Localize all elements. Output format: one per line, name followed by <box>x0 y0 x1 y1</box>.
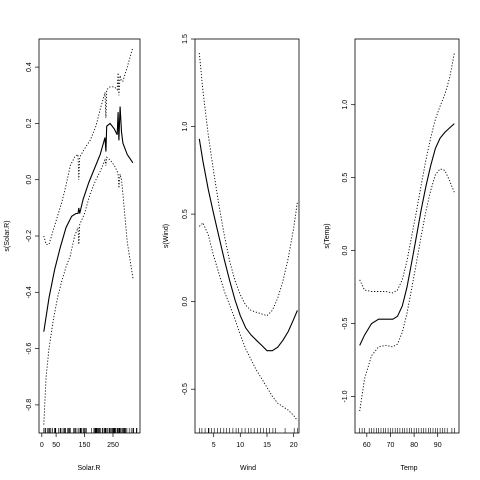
y-tick-label: -0.5 <box>342 317 349 329</box>
series-layer <box>43 47 134 425</box>
y-tick-label: 0.0 <box>342 246 349 256</box>
y-tick-label: -0.6 <box>26 342 33 354</box>
y-tick-label: 1.0 <box>182 122 189 132</box>
y-tick-label: -0.2 <box>26 230 33 242</box>
confidence-band-line <box>43 156 134 425</box>
y-tick-layer: -0.5 0.0 0.5 1.0 1.5 <box>182 34 195 395</box>
panel-solar-r: 0 50 150 250 -0.8 -0.6 -0.4 -0.2 0.0 0.2 0.4 Sola… <box>4 38 141 472</box>
y-tick-layer: -1.0 -0.5 0.0 0.5 1.0 <box>342 100 355 403</box>
panel-wind: 5 10 15 20 -0.5 0.0 0.5 1.0 1.5 Wind s(Wind) <box>163 34 300 472</box>
plot-frame <box>38 38 141 434</box>
x-tick-layer: 60 70 80 90 <box>363 433 442 449</box>
x-tick-label: 70 <box>387 442 395 449</box>
x-tick-label: 5 <box>212 442 216 449</box>
y-axis-label: s(Solar.R) <box>4 220 11 251</box>
smooth-fit-line <box>43 106 134 332</box>
x-tick-label: 60 <box>363 442 371 449</box>
x-tick-label: 15 <box>263 442 271 449</box>
x-tick-label: 250 <box>107 442 119 449</box>
smooth-fit-line <box>198 138 298 352</box>
y-tick-label: 1.5 <box>182 34 189 44</box>
y-tick-label: 0.0 <box>182 297 189 307</box>
x-axis-label: Temp <box>400 465 417 472</box>
y-tick-label: 0.0 <box>26 175 33 185</box>
x-tick-label: 90 <box>434 442 442 449</box>
confidence-band-line <box>359 168 455 412</box>
x-tick-layer: 5 10 15 20 <box>212 433 298 449</box>
gridline-layer <box>43 428 138 433</box>
y-tick-label: 0.5 <box>182 209 189 219</box>
y-tick-label: -0.8 <box>26 399 33 411</box>
y-tick-layer: -0.8 -0.6 -0.4 -0.2 0.0 0.2 0.4 <box>26 62 39 411</box>
confidence-band-line <box>198 52 298 317</box>
y-axis-label: s(Temp) <box>324 223 331 248</box>
x-tick-label: 0 <box>40 442 44 449</box>
confidence-band-line <box>359 53 455 294</box>
y-tick-label: 0.2 <box>26 118 33 128</box>
plot-frame <box>194 38 300 434</box>
smooth-fit-line <box>359 123 455 346</box>
confidence-band-line <box>43 47 134 245</box>
y-axis-label: s(Wind) <box>163 224 170 248</box>
gridline-layer <box>199 428 298 433</box>
series-layer <box>359 53 455 412</box>
x-axis-label: Solar.R <box>78 465 101 472</box>
x-tick-label: 50 <box>52 442 60 449</box>
y-tick-label: -0.4 <box>26 286 33 298</box>
y-tick-label: 0.4 <box>26 62 33 72</box>
y-tick-label: 0.5 <box>342 173 349 183</box>
x-tick-label: 20 <box>290 442 298 449</box>
y-tick-label: 1.0 <box>342 100 349 110</box>
gridline-layer <box>359 428 455 433</box>
x-axis-label: Wind <box>240 465 256 472</box>
x-tick-label: 150 <box>79 442 91 449</box>
y-tick-label: -1.0 <box>342 390 349 402</box>
confidence-band-line <box>198 222 298 421</box>
x-tick-label: 10 <box>236 442 244 449</box>
x-tick-label: 80 <box>410 442 418 449</box>
y-tick-label: -0.5 <box>182 383 189 395</box>
series-layer <box>198 52 298 421</box>
panel-temp: 60 70 80 90 -1.0 -0.5 0.0 0.5 1.0 Temp s(Temp) <box>324 38 460 472</box>
x-tick-layer: 0 50 150 250 <box>40 433 119 449</box>
